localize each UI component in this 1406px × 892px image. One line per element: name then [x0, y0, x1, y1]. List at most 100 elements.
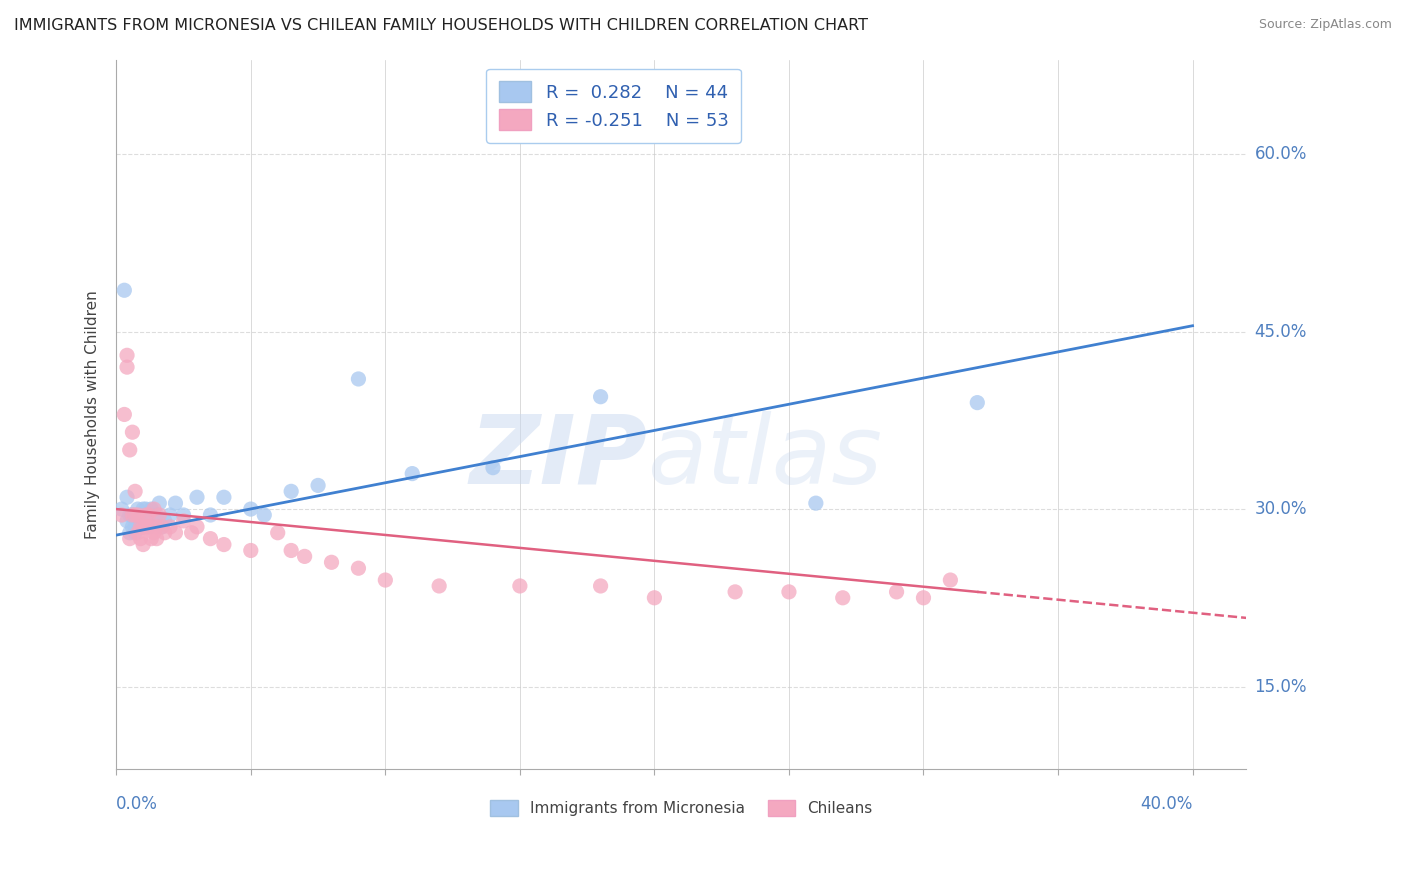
Point [153, 514, 176, 528]
Point [482, 460, 505, 475]
Point [180, 525, 202, 540]
Point [153, 525, 176, 540]
Point [347, 561, 370, 575]
Point [589, 579, 612, 593]
Point [804, 496, 827, 510]
Point [135, 502, 157, 516]
Point [159, 508, 181, 522]
Text: Source: ZipAtlas.com: Source: ZipAtlas.com [1258, 18, 1392, 31]
Point [509, 579, 531, 593]
Point [165, 525, 187, 540]
Point [129, 532, 152, 546]
Point [118, 508, 141, 522]
Point [121, 520, 143, 534]
Point [129, 514, 152, 528]
Point [121, 508, 143, 522]
Point [132, 502, 155, 516]
Point [135, 508, 157, 522]
Point [831, 591, 853, 605]
Point [239, 502, 262, 516]
Point [150, 520, 173, 534]
Point [200, 532, 222, 546]
Point [239, 543, 262, 558]
Point [142, 508, 165, 522]
Point [778, 585, 800, 599]
Point [939, 573, 962, 587]
Point [138, 508, 160, 522]
Point [111, 502, 134, 516]
Point [118, 442, 141, 457]
Point [294, 549, 316, 564]
Point [148, 496, 170, 510]
Point [124, 525, 146, 540]
Text: 45.0%: 45.0% [1254, 323, 1306, 341]
Point [186, 520, 208, 534]
Point [115, 348, 138, 362]
Point [145, 532, 167, 546]
Point [135, 514, 157, 528]
Point [173, 514, 195, 528]
Point [321, 555, 343, 569]
Point [115, 514, 138, 528]
Point [121, 508, 143, 522]
Point [138, 520, 160, 534]
Point [401, 467, 423, 481]
Point [966, 395, 988, 409]
Point [280, 484, 302, 499]
Point [912, 591, 935, 605]
Point [212, 537, 235, 551]
Text: ZIP: ZIP [470, 410, 647, 503]
Point [127, 514, 149, 528]
Point [127, 520, 149, 534]
Point [643, 591, 665, 605]
Point [127, 525, 149, 540]
Point [374, 573, 396, 587]
Text: 60.0%: 60.0% [1254, 145, 1306, 163]
Point [724, 585, 747, 599]
Y-axis label: Family Households with Children: Family Households with Children [86, 290, 100, 539]
Point [253, 508, 276, 522]
Point [124, 508, 146, 522]
Point [280, 543, 302, 558]
Point [121, 425, 143, 440]
Text: 40.0%: 40.0% [1140, 796, 1192, 814]
Text: IMMIGRANTS FROM MICRONESIA VS CHILEAN FAMILY HOUSEHOLDS WITH CHILDREN CORRELATIO: IMMIGRANTS FROM MICRONESIA VS CHILEAN FA… [14, 18, 868, 33]
Point [148, 508, 170, 522]
Point [112, 283, 135, 297]
Point [173, 508, 195, 522]
Point [165, 496, 187, 510]
Point [141, 502, 163, 516]
Point [124, 520, 146, 534]
Point [145, 520, 167, 534]
Point [212, 490, 235, 504]
Point [142, 525, 165, 540]
Point [347, 372, 370, 386]
Point [115, 360, 138, 375]
Text: 30.0%: 30.0% [1254, 500, 1308, 518]
Point [307, 478, 329, 492]
Point [589, 390, 612, 404]
Point [132, 520, 155, 534]
Point [129, 508, 152, 522]
Point [118, 525, 141, 540]
Point [115, 490, 138, 504]
Point [200, 508, 222, 522]
Point [112, 408, 135, 422]
Text: 15.0%: 15.0% [1254, 678, 1308, 696]
Point [111, 508, 134, 522]
Point [145, 508, 167, 522]
Point [142, 502, 165, 516]
Point [159, 520, 181, 534]
Point [141, 520, 163, 534]
Point [129, 520, 152, 534]
Point [267, 525, 290, 540]
Point [141, 532, 163, 546]
Point [186, 490, 208, 504]
Point [138, 508, 160, 522]
Point [150, 520, 173, 534]
Point [118, 532, 141, 546]
Point [138, 520, 160, 534]
Legend: Immigrants from Micronesia, Chileans: Immigrants from Micronesia, Chileans [481, 791, 882, 825]
Point [886, 585, 908, 599]
Point [124, 484, 146, 499]
